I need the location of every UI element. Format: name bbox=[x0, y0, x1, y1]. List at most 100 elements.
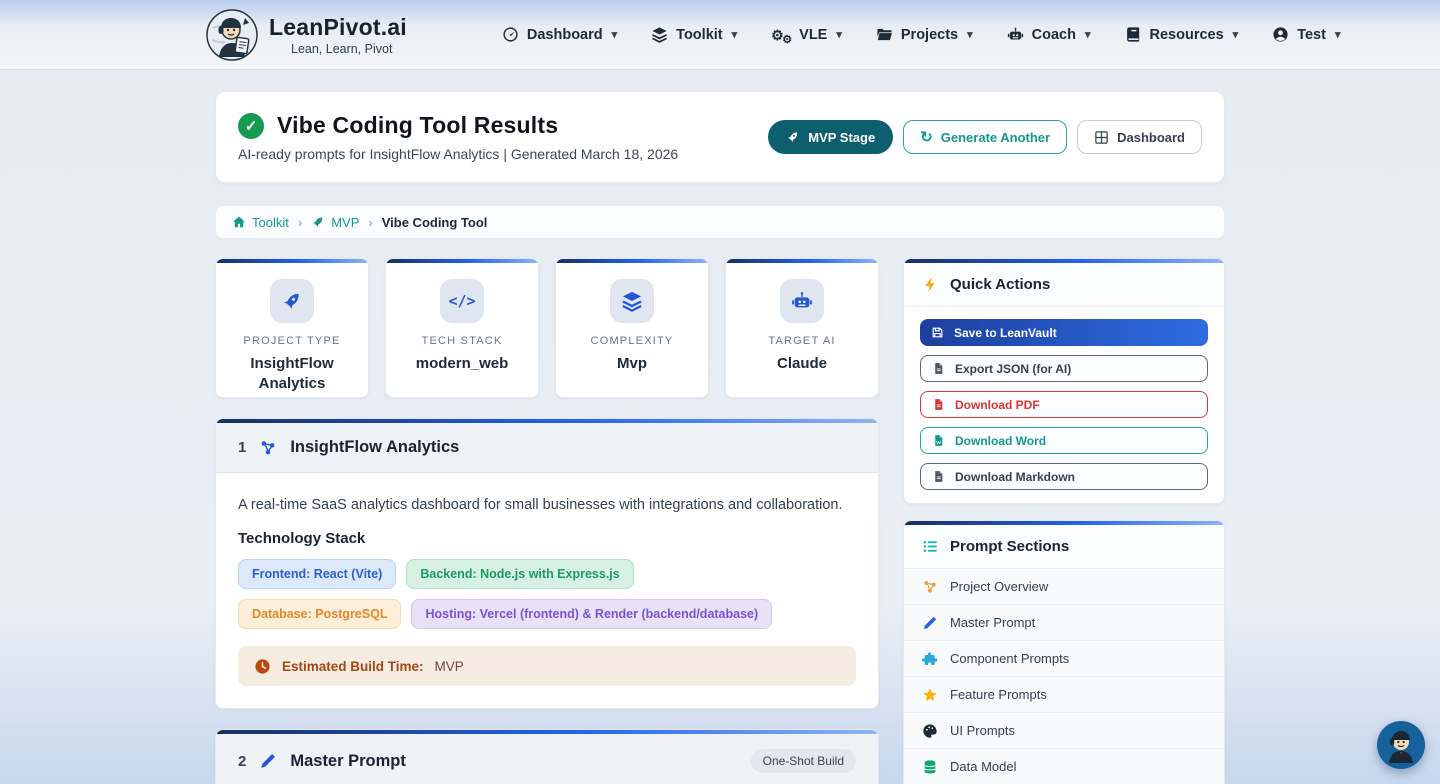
generate-another-label: Generate Another bbox=[940, 129, 1051, 145]
quick-action-label: Download Markdown bbox=[955, 469, 1075, 484]
list-item-label: UI Prompts bbox=[950, 723, 1016, 738]
database-icon bbox=[922, 759, 938, 775]
info-card-tech-stack: </> TECH STACK modern_web bbox=[385, 258, 539, 398]
card-accent-bar bbox=[216, 259, 368, 263]
nav-label: Test bbox=[1297, 26, 1326, 43]
card-accent-bar bbox=[216, 419, 878, 423]
download-markdown-button[interactable]: Download Markdown bbox=[920, 463, 1208, 490]
list-item-feature-prompts[interactable]: Feature Prompts bbox=[904, 677, 1224, 713]
overview-section-header: 1 InsightFlow Analytics bbox=[216, 423, 878, 473]
section-number: 2 bbox=[238, 752, 247, 770]
build-time-banner: Estimated Build Time: MVP bbox=[238, 646, 856, 687]
nav-label: VLE bbox=[799, 26, 828, 43]
mvp-stage-label: MVP Stage bbox=[808, 129, 876, 145]
one-shot-build-badge: One-Shot Build bbox=[750, 749, 856, 774]
breadcrumb-toolkit[interactable]: Toolkit bbox=[232, 215, 289, 230]
nav-label: Projects bbox=[900, 26, 959, 43]
page-title: Vibe Coding Tool Results bbox=[277, 112, 559, 138]
tech-badge-frontend: Frontend: React (Vite) bbox=[238, 559, 397, 590]
dashboard-button[interactable]: Dashboard bbox=[1077, 120, 1202, 154]
list-item-data-model[interactable]: Data Model bbox=[904, 749, 1224, 784]
prompt-sections-list: Project Overview Master Prompt Component… bbox=[904, 569, 1224, 784]
bolt-icon bbox=[922, 276, 939, 293]
info-card-row: PROJECT TYPE InsightFlow Analytics </> T… bbox=[215, 258, 879, 398]
dashboard-button-label: Dashboard bbox=[1117, 129, 1185, 145]
nav-label: Coach bbox=[1031, 26, 1076, 43]
rocket-icon bbox=[311, 215, 325, 229]
save-to-leanvault-button[interactable]: Save to LeanVault bbox=[920, 319, 1208, 346]
mascot-logo-icon bbox=[205, 8, 259, 62]
nav-item-vle[interactable]: ⚙ ⚙ VLE ▾ bbox=[771, 26, 842, 46]
info-card-label: TECH STACK bbox=[421, 335, 503, 347]
breadcrumb: Toolkit › MVP › Vibe Coding Tool bbox=[215, 205, 1225, 239]
rocket-icon bbox=[270, 279, 314, 323]
chevron-down-icon: ▾ bbox=[967, 29, 973, 41]
nav-item-coach[interactable]: Coach ▾ bbox=[1007, 26, 1091, 43]
prompt-sections-title: Prompt Sections bbox=[950, 538, 1070, 555]
prompt-sections-panel: Prompt Sections Project Overview Master … bbox=[903, 520, 1225, 784]
tech-stack-heading: Technology Stack bbox=[238, 530, 366, 548]
chevron-down-icon: ▾ bbox=[1232, 29, 1239, 41]
grid-icon bbox=[1094, 130, 1109, 145]
pen-icon bbox=[259, 752, 277, 770]
nav-item-resources[interactable]: Resources ▾ bbox=[1125, 26, 1239, 43]
card-accent-bar bbox=[904, 259, 1224, 263]
download-word-button[interactable]: W Download Word bbox=[920, 427, 1208, 454]
download-pdf-button[interactable]: Download PDF bbox=[920, 391, 1208, 418]
chevron-right-icon: › bbox=[368, 214, 373, 230]
export-json-button[interactable]: Export JSON (for AI) bbox=[920, 355, 1208, 382]
build-time-label: Estimated Build Time: bbox=[282, 658, 424, 674]
nav-label: Dashboard bbox=[526, 26, 603, 43]
chat-assistant-button[interactable] bbox=[1377, 721, 1425, 769]
gears-icon: ⚙ ⚙ bbox=[771, 26, 793, 46]
master-prompt-section-header: 2 Master Prompt One-Shot Build bbox=[216, 734, 878, 784]
save-icon bbox=[931, 326, 944, 339]
user-icon bbox=[1272, 26, 1289, 43]
svg-text:W: W bbox=[936, 440, 941, 446]
info-card-value: modern_web bbox=[415, 355, 509, 372]
rocket-icon bbox=[786, 130, 800, 144]
chevron-down-icon: ▾ bbox=[1334, 29, 1341, 41]
pdf-file-icon bbox=[932, 398, 945, 411]
list-icon bbox=[922, 538, 939, 555]
robot-icon bbox=[780, 279, 824, 323]
clock-icon bbox=[254, 658, 271, 675]
master-prompt-section: 2 Master Prompt One-Shot Build bbox=[215, 729, 879, 784]
list-item-ui-prompts[interactable]: UI Prompts bbox=[904, 713, 1224, 749]
list-item-component-prompts[interactable]: Component Prompts bbox=[904, 641, 1224, 677]
chevron-down-icon: ▾ bbox=[731, 29, 738, 41]
list-item-label: Component Prompts bbox=[950, 651, 1070, 666]
quick-actions-title: Quick Actions bbox=[950, 276, 1051, 293]
quick-action-label: Download PDF bbox=[955, 397, 1040, 412]
book-icon bbox=[1125, 26, 1142, 43]
info-card-project-type: PROJECT TYPE InsightFlow Analytics bbox=[215, 258, 369, 398]
layers-icon bbox=[610, 279, 654, 323]
tech-badges: Frontend: React (Vite) Backend: Node.js … bbox=[238, 559, 798, 630]
tech-badge-hosting: Hosting: Vercel (frontend) & Render (bac… bbox=[411, 599, 773, 630]
mvp-stage-button[interactable]: MVP Stage bbox=[768, 120, 894, 154]
info-card-target-ai: TARGET AI Claude bbox=[725, 258, 879, 398]
breadcrumb-current: Vibe Coding Tool bbox=[381, 214, 488, 230]
nav-item-projects[interactable]: Projects ▾ bbox=[876, 26, 973, 43]
breadcrumb-toolkit-label: Toolkit bbox=[252, 214, 289, 230]
palette-icon bbox=[922, 723, 938, 739]
build-time-value: MVP bbox=[434, 658, 464, 674]
nav-item-toolkit[interactable]: Toolkit ▾ bbox=[651, 26, 737, 43]
home-icon bbox=[232, 215, 246, 229]
nav-item-dashboard[interactable]: Dashboard ▾ bbox=[502, 26, 617, 43]
info-card-label: TARGET AI bbox=[768, 335, 836, 347]
list-item-master-prompt[interactable]: Master Prompt bbox=[904, 605, 1224, 641]
quick-action-label: Save to LeanVault bbox=[954, 325, 1057, 340]
nav-item-test[interactable]: Test ▾ bbox=[1272, 26, 1340, 43]
list-item-project-overview[interactable]: Project Overview bbox=[904, 569, 1224, 605]
card-accent-bar bbox=[726, 259, 878, 263]
section-number: 1 bbox=[238, 439, 247, 456]
tech-badge-database: Database: PostgreSQL bbox=[238, 599, 402, 630]
results-header-card: ✓ Vibe Coding Tool Results AI-ready prom… bbox=[215, 91, 1225, 183]
robot-icon bbox=[1007, 26, 1024, 43]
brand-logo[interactable]: LeanPivot.ai Lean, Learn, Pivot bbox=[205, 8, 407, 62]
breadcrumb-mvp[interactable]: MVP bbox=[311, 215, 359, 230]
generate-another-button[interactable]: ↻ Generate Another bbox=[903, 120, 1068, 154]
chevron-down-icon: ▾ bbox=[836, 29, 842, 41]
list-item-label: Data Model bbox=[950, 759, 1017, 774]
